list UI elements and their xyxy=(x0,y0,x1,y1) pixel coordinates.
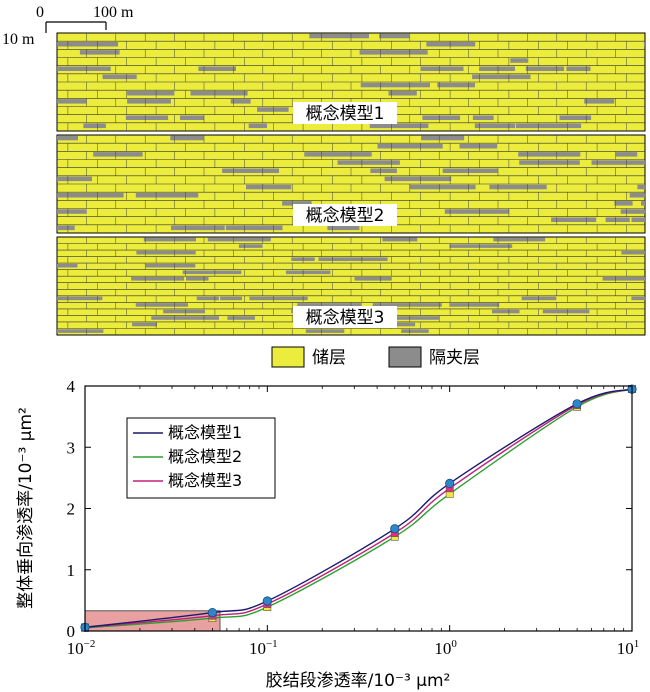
series-1-point xyxy=(445,478,455,488)
y-axis-label: 整体垂向渗透率/10⁻³ μm² xyxy=(16,407,36,609)
y-tick-label: 4 xyxy=(67,377,76,396)
barrier-swatch xyxy=(388,346,422,368)
series-1-point xyxy=(572,399,582,409)
panel-label-1: 概念模型1 xyxy=(306,103,385,124)
chart-legend: 概念模型1 概念模型2 概念模型3 xyxy=(126,417,276,499)
y-axis-ticks: 0 1 2 3 4 xyxy=(67,377,632,641)
scale-horizontal-label: 100 m xyxy=(93,4,134,21)
x-axis-label: 胶结段渗透率/10⁻³ μm² xyxy=(266,671,451,691)
reservoir-swatch xyxy=(271,346,305,368)
x-tick-label: 10−1 xyxy=(249,638,278,658)
model-panel-2: 概念模型2 xyxy=(56,134,646,234)
x-tick-label: 100 xyxy=(434,638,457,658)
model-panels: 概念模型1 概念模型2 概念模型3 xyxy=(56,32,646,336)
legend-box xyxy=(126,417,276,499)
scale-vertical-label: 10 m xyxy=(2,31,35,48)
x-tick-label: 101 xyxy=(617,638,640,658)
legend-label-2: 概念模型2 xyxy=(168,447,242,466)
series-1-point xyxy=(207,607,217,618)
y-tick-label: 3 xyxy=(67,438,76,457)
scale-origin-label: 0 xyxy=(36,4,44,21)
y-tick-label: 0 xyxy=(67,622,76,641)
panel-label-3: 概念模型3 xyxy=(306,307,385,328)
barrier-legend-label: 隔夹层 xyxy=(429,348,480,368)
legend-label-3: 概念模型3 xyxy=(168,471,242,490)
model-panel-1: 概念模型1 xyxy=(56,32,646,132)
x-tick-label: 10−2 xyxy=(67,638,96,658)
y-tick-label: 1 xyxy=(67,561,76,580)
y-tick-label: 2 xyxy=(67,500,76,519)
scale-bar: 0 100 m 10 m xyxy=(2,4,134,48)
permeability-chart: 10−2 10−1 100 101 0 1 2 3 4 胶结段渗透率/10⁻³ μm² 整体垂… xyxy=(16,377,639,691)
legend-label-1: 概念模型1 xyxy=(168,423,242,442)
series-1-point xyxy=(390,524,400,534)
panel-label-2: 概念模型2 xyxy=(306,205,385,226)
model-panel-3: 概念模型3 xyxy=(56,236,646,336)
reservoir-legend-label: 储层 xyxy=(312,348,346,368)
series-1-point xyxy=(262,596,272,606)
panel-legend: 储层 隔夹层 xyxy=(271,346,480,368)
